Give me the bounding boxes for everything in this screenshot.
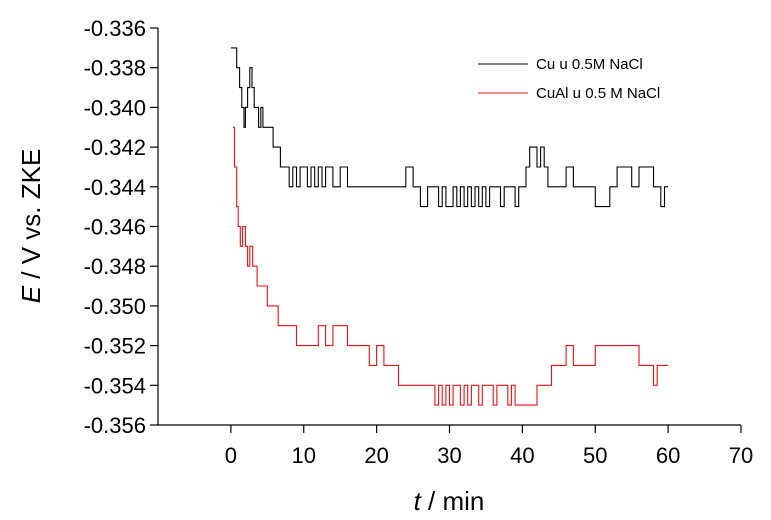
legend-label-1: CuAl u 0.5 M NaCl	[536, 85, 660, 102]
legend-label-0: Cu u 0.5M NaCl	[536, 56, 643, 73]
x-axis-variable: t	[414, 486, 423, 516]
x-axis-unit: / min	[421, 486, 485, 516]
x-tick-label: 0	[225, 443, 237, 468]
x-axis-label: t / min	[414, 486, 485, 516]
series-layer	[230, 47, 669, 406]
y-tick-label: -0.350	[84, 294, 146, 319]
y-tick-label: -0.352	[84, 334, 146, 359]
y-tick-label: -0.340	[84, 95, 146, 120]
y-axis-variable: E	[16, 285, 46, 303]
series-line-1	[233, 126, 669, 406]
x-tick-label: 20	[364, 443, 388, 468]
x-tick-label: 50	[583, 443, 607, 468]
y-tick-label: -0.344	[84, 175, 146, 200]
y-tick-label: -0.348	[84, 254, 146, 279]
y-tick-label: -0.356	[84, 413, 146, 438]
x-tick-label: 60	[656, 443, 680, 468]
x-tick-label: 40	[510, 443, 534, 468]
series-line-0	[230, 47, 669, 208]
legend: Cu u 0.5M NaCl CuAl u 0.5 M NaCl	[478, 56, 660, 102]
y-axis-label: E / V vs. ZKE	[16, 149, 46, 304]
y-tick-label: -0.342	[84, 135, 146, 160]
x-tick-label: 10	[292, 443, 316, 468]
y-tick-label: -0.346	[84, 215, 146, 240]
y-tick-label: -0.336	[84, 16, 146, 41]
x-tick-label: 70	[729, 443, 753, 468]
y-axis-unit: / V vs. ZKE	[16, 149, 46, 286]
ticks-group: -0.356 -0.354 -0.352 -0.350 -0.348 -0.346 -0.3…	[84, 16, 754, 468]
y-tick-label: -0.354	[84, 373, 146, 398]
y-tick-label: -0.338	[84, 56, 146, 81]
x-tick-label: 30	[437, 443, 461, 468]
